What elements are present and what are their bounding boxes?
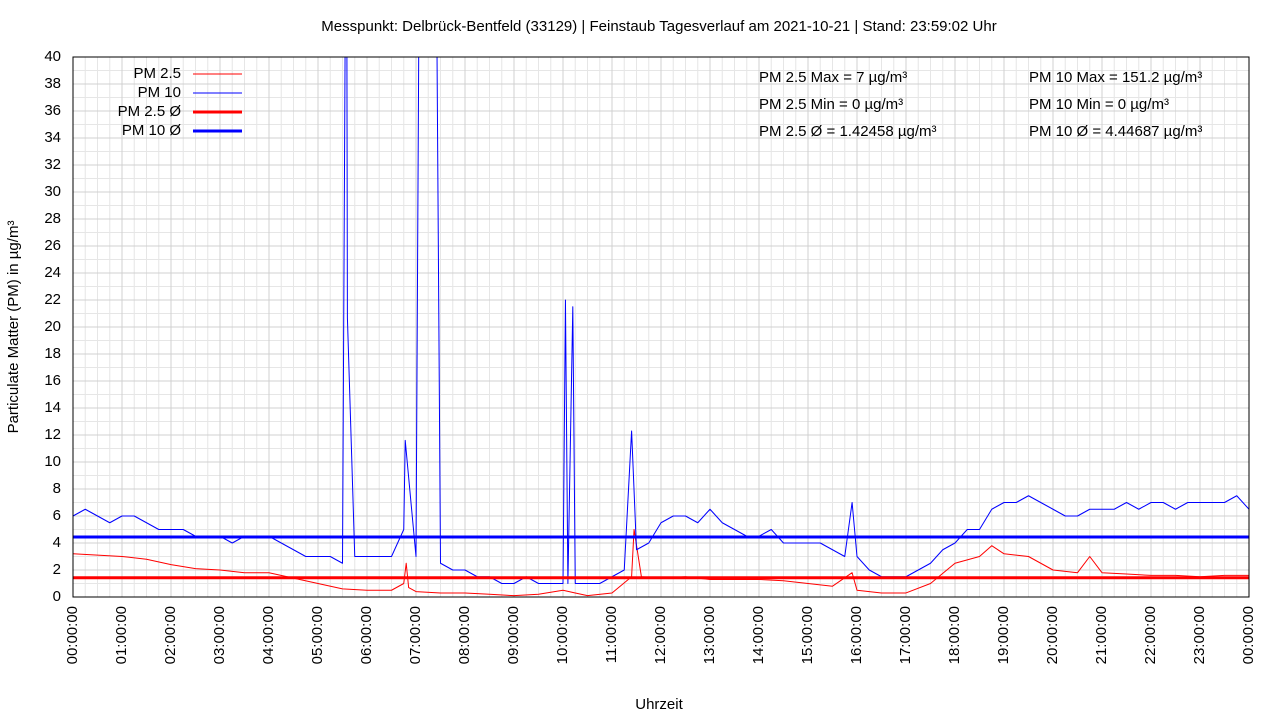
x-tick-label: 18:00:00 bbox=[946, 606, 963, 664]
y-tick-label: 2 bbox=[53, 561, 61, 578]
y-tick-label: 38 bbox=[44, 75, 61, 92]
x-tick-label: 14:00:00 bbox=[750, 606, 767, 664]
legend-label: PM 10 Ø bbox=[122, 122, 182, 139]
series-line bbox=[73, 529, 1249, 597]
annotation: PM 10 Min = 0 µg/m³ bbox=[1029, 96, 1169, 113]
x-tick-label: 02:00:00 bbox=[162, 606, 179, 664]
x-axis-label: Uhrzeit bbox=[635, 696, 683, 713]
legend: PM 2.5 PM 10 PM 2.5 Ø PM 10 Ø bbox=[118, 65, 242, 139]
y-tick-label: 24 bbox=[44, 264, 61, 281]
legend-label: PM 2.5 Ø bbox=[118, 103, 182, 120]
y-tick-label: 30 bbox=[44, 183, 61, 200]
y-tick-label: 18 bbox=[44, 345, 61, 362]
x-tick-label: 22:00:00 bbox=[1142, 606, 1159, 664]
x-tick-label: 16:00:00 bbox=[848, 606, 865, 664]
y-tick-label: 40 bbox=[44, 48, 61, 65]
y-tick-label: 34 bbox=[44, 129, 61, 146]
x-tick-label: 06:00:00 bbox=[358, 606, 375, 664]
y-tick-label: 26 bbox=[44, 237, 61, 254]
plot-area bbox=[73, 57, 1249, 597]
x-tick-label: 10:00:00 bbox=[554, 606, 571, 664]
x-tick-label: 17:00:00 bbox=[897, 606, 914, 664]
y-tick-label: 12 bbox=[44, 426, 61, 443]
legend-label: PM 2.5 bbox=[133, 65, 181, 82]
y-tick-label: 20 bbox=[44, 318, 61, 335]
annotation: PM 2.5 Min = 0 µg/m³ bbox=[759, 96, 903, 113]
x-tick-label: 11:00:00 bbox=[603, 606, 620, 663]
x-tick-label: 20:00:00 bbox=[1044, 606, 1061, 664]
y-tick-label: 10 bbox=[44, 453, 61, 470]
x-tick-label: 12:00:00 bbox=[652, 606, 669, 664]
chart-title: Messpunkt: Delbrück-Bentfeld (33129) | F… bbox=[321, 18, 996, 35]
y-tick-label: 4 bbox=[53, 534, 61, 551]
x-tick-label: 04:00:00 bbox=[260, 606, 277, 664]
x-tick-label: 05:00:00 bbox=[309, 606, 326, 664]
plot-border bbox=[72, 56, 1250, 598]
x-tick-label: 19:00:00 bbox=[995, 606, 1012, 664]
y-axis-label: Particulate Matter (PM) in µg/m³ bbox=[5, 221, 22, 434]
legend-label: PM 10 bbox=[138, 84, 181, 101]
annotation: PM 2.5 Max = 7 µg/m³ bbox=[759, 69, 907, 86]
y-tick-label: 28 bbox=[44, 210, 61, 227]
y-tick-label: 0 bbox=[53, 588, 61, 605]
x-tick-label: 00:00:00 bbox=[64, 606, 81, 664]
annotation: PM 10 Ø = 4.44687 µg/m³ bbox=[1029, 123, 1202, 140]
x-tick-label: 07:00:00 bbox=[407, 606, 424, 664]
x-tick-label: 08:00:00 bbox=[456, 606, 473, 664]
y-tick-label: 36 bbox=[44, 102, 61, 119]
x-tick-label: 03:00:00 bbox=[211, 606, 228, 664]
annotation: PM 2.5 Ø = 1.42458 µg/m³ bbox=[759, 123, 936, 140]
y-tick-label: 8 bbox=[53, 480, 61, 497]
y-tick-label: 32 bbox=[44, 156, 61, 173]
x-tick-label: 15:00:00 bbox=[799, 606, 816, 664]
annotation: PM 10 Max = 151.2 µg/m³ bbox=[1029, 69, 1202, 86]
x-tick-label: 00:00:00 bbox=[1240, 606, 1257, 664]
y-tick-label: 14 bbox=[44, 399, 61, 416]
x-tick-label: 13:00:00 bbox=[701, 606, 718, 664]
x-tick-label: 23:00:00 bbox=[1191, 606, 1208, 664]
y-tick-label: 6 bbox=[53, 507, 61, 524]
x-tick-label: 09:00:00 bbox=[505, 606, 522, 664]
y-tick-label: 16 bbox=[44, 372, 61, 389]
series-line bbox=[73, 57, 1249, 584]
y-tick-label: 22 bbox=[44, 291, 61, 308]
x-tick-label: 21:00:00 bbox=[1093, 606, 1110, 664]
x-tick-label: 01:00:00 bbox=[113, 606, 130, 664]
